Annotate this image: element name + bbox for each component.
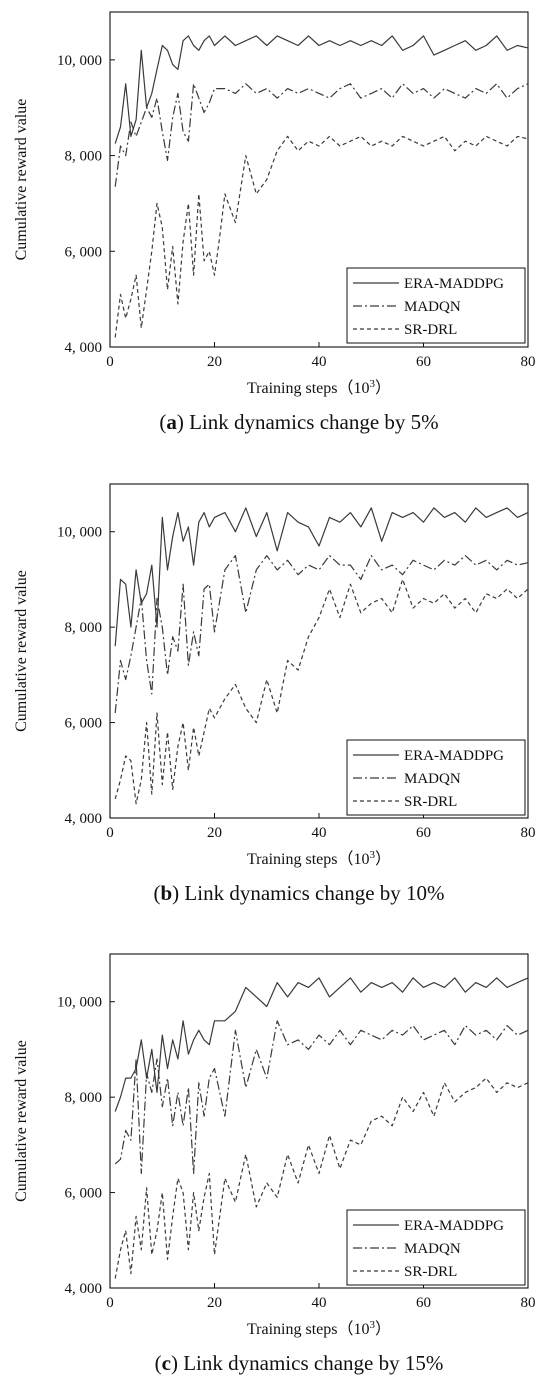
x-axis-label-exponent: 3 bbox=[370, 849, 376, 861]
x-tick-label: 20 bbox=[207, 825, 222, 841]
legend-label: MADQN bbox=[404, 771, 461, 787]
series-line-madqn bbox=[114, 83, 529, 187]
x-axis-label: Training steps（103） bbox=[247, 849, 391, 868]
legend-label: SR-DRL bbox=[404, 1264, 457, 1280]
y-tick-label: 4, 000 bbox=[65, 340, 103, 356]
y-tick-label: 4, 000 bbox=[65, 1281, 103, 1297]
x-tick-label: 40 bbox=[312, 354, 327, 370]
chart-panel-c: 0 20 40 60 80 4, 000 6, 000 8, 000 10, 000 ERA-MA… bbox=[13, 953, 536, 1375]
x-axis-label-main: Training steps（10 bbox=[247, 850, 370, 868]
y-tick-label: 10, 000 bbox=[57, 525, 102, 541]
legend-label: MADQN bbox=[404, 1241, 461, 1257]
y-tick-label: 4, 000 bbox=[65, 811, 103, 827]
series-line-era-maddpg bbox=[114, 977, 529, 1112]
caption-text: Link dynamics change by 10% bbox=[179, 881, 444, 905]
legend-label: ERA-MADDPG bbox=[404, 748, 504, 764]
x-tick-label: 80 bbox=[521, 1295, 536, 1311]
caption-close: ) bbox=[177, 410, 184, 434]
x-tick-label: 0 bbox=[106, 825, 114, 841]
series-line-sr-drl bbox=[114, 578, 529, 805]
x-axis-label-main: Training steps（10 bbox=[247, 1320, 370, 1338]
x-axis-label-main: Training steps（10 bbox=[247, 379, 370, 397]
x-tick-label: 20 bbox=[207, 1295, 222, 1311]
y-axis-label: Cumulative reward value bbox=[13, 99, 30, 261]
x-tick-label: 60 bbox=[416, 1295, 431, 1311]
y-tick-label: 6, 000 bbox=[65, 716, 103, 732]
legend-label: SR-DRL bbox=[404, 322, 457, 338]
caption-open: ( bbox=[153, 881, 160, 905]
series-line-madqn bbox=[114, 554, 529, 714]
series-line-sr-drl bbox=[114, 1077, 529, 1279]
legend-label: ERA-MADDPG bbox=[404, 1218, 504, 1234]
x-axis-label: Training steps（103） bbox=[247, 378, 391, 397]
series-line-era-maddpg bbox=[114, 35, 529, 144]
x-axis-label-end: ） bbox=[375, 1320, 391, 1338]
y-tick-label: 8, 000 bbox=[65, 1090, 103, 1106]
chart-panel-a: 0 20 40 60 80 4, 000 6, 000 8, 000 10, 000 ERA-MA… bbox=[13, 11, 536, 434]
legend-label: MADQN bbox=[404, 299, 461, 315]
chart-panel-b: 0 20 40 60 80 4, 000 6, 000 8, 000 10, 000 ERA-MA… bbox=[13, 483, 536, 905]
x-axis-label-end: ） bbox=[375, 850, 391, 868]
x-axis-label-exponent: 3 bbox=[370, 378, 376, 390]
series-line-sr-drl bbox=[114, 135, 529, 338]
x-axis-label-exponent: 3 bbox=[370, 1319, 376, 1331]
caption-close: ) bbox=[171, 1351, 178, 1375]
y-tick-label: 6, 000 bbox=[65, 244, 103, 260]
x-tick-label: 20 bbox=[207, 354, 222, 370]
panel-caption: (a) Link dynamics change by 5% bbox=[159, 410, 438, 434]
x-axis-label-end: ） bbox=[375, 379, 391, 397]
legend-label: SR-DRL bbox=[404, 794, 457, 810]
y-tick-label: 8, 000 bbox=[65, 149, 103, 165]
x-tick-label: 60 bbox=[416, 825, 431, 841]
x-tick-label: 0 bbox=[106, 354, 114, 370]
x-tick-label: 60 bbox=[416, 354, 431, 370]
y-tick-label: 6, 000 bbox=[65, 1186, 103, 1202]
panel-caption: (c) Link dynamics change by 15% bbox=[155, 1351, 444, 1375]
caption-open: ( bbox=[155, 1351, 162, 1375]
caption-text: Link dynamics change by 5% bbox=[184, 410, 439, 434]
caption-close: ) bbox=[172, 881, 179, 905]
y-tick-label: 10, 000 bbox=[57, 995, 102, 1011]
x-tick-label: 0 bbox=[106, 1295, 114, 1311]
x-tick-label: 40 bbox=[312, 1295, 327, 1311]
series-line-era-maddpg bbox=[114, 507, 529, 647]
y-tick-label: 10, 000 bbox=[57, 53, 102, 69]
x-tick-label: 40 bbox=[312, 825, 327, 841]
x-axis-label: Training steps（103） bbox=[247, 1319, 391, 1338]
panel-caption: (b) Link dynamics change by 10% bbox=[153, 881, 444, 905]
caption-letter: c bbox=[162, 1351, 171, 1375]
y-axis-label: Cumulative reward value bbox=[13, 570, 30, 732]
legend-label: ERA-MADDPG bbox=[404, 276, 504, 292]
y-tick-label: 8, 000 bbox=[65, 620, 103, 636]
caption-letter: a bbox=[166, 410, 177, 434]
caption-letter: b bbox=[160, 881, 172, 905]
caption-text: Link dynamics change by 15% bbox=[178, 1351, 443, 1375]
series-line-madqn bbox=[114, 1020, 529, 1175]
y-axis-label: Cumulative reward value bbox=[13, 1040, 30, 1202]
x-tick-label: 80 bbox=[521, 825, 536, 841]
caption-open: ( bbox=[159, 410, 166, 434]
x-tick-label: 80 bbox=[521, 354, 536, 370]
